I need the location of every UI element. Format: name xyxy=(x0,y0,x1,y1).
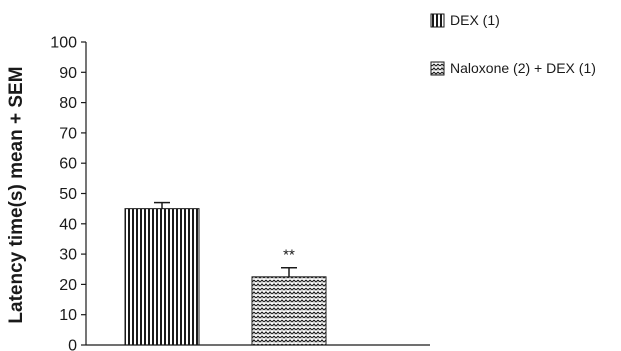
y-tick-label: 20 xyxy=(59,277,77,294)
bar-1 xyxy=(124,208,200,346)
y-tick-label: 70 xyxy=(59,125,77,142)
y-tick-label: 0 xyxy=(68,338,77,351)
bar-2 xyxy=(251,276,327,346)
y-tick-label: 80 xyxy=(59,95,77,112)
y-tick-label: 30 xyxy=(59,247,77,264)
y-axis-label-group: Latency time(s) mean + SEM xyxy=(6,66,27,323)
y-tick-label: 50 xyxy=(59,186,77,203)
y-axis-ticks: 0 10 20 30 40 50 60 70 80 90 100 xyxy=(50,35,86,351)
legend-label-1: DEX (1) xyxy=(450,12,500,28)
y-tick-label: 90 xyxy=(59,65,77,82)
y-tick-label: 40 xyxy=(59,216,77,233)
legend: DEX (1) Naloxone (2) + DEX (1) xyxy=(430,12,596,76)
legend-label-2: Naloxone (2) + DEX (1) xyxy=(450,60,596,76)
legend-swatch-1 xyxy=(430,13,445,28)
bars-group: ** xyxy=(124,201,327,346)
y-tick-label: 100 xyxy=(50,35,77,52)
y-tick-label: 10 xyxy=(59,307,77,324)
legend-swatch-2 xyxy=(430,61,445,76)
axes xyxy=(85,42,430,346)
y-tick-label: 60 xyxy=(59,156,77,173)
significance-annotation: ** xyxy=(283,247,295,264)
y-axis-label: Latency time(s) mean + SEM xyxy=(6,66,27,323)
